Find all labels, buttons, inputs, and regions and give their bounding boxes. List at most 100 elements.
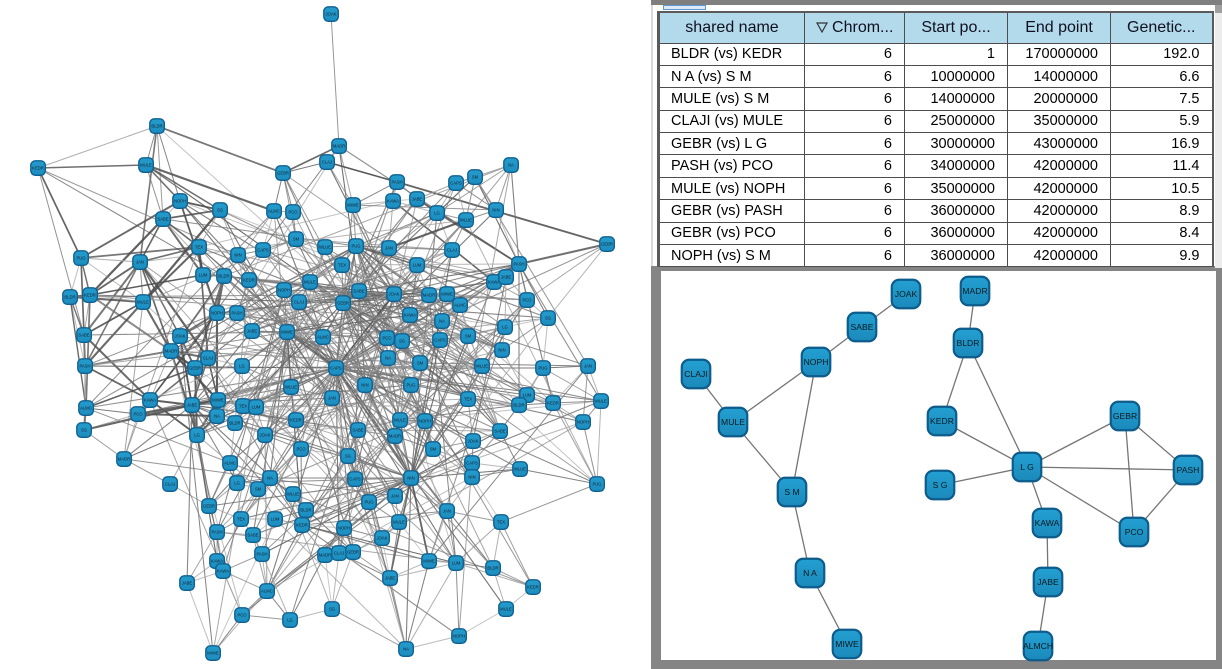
svg-text:ALMC: ALMC bbox=[80, 406, 92, 411]
svg-text:KEDR: KEDR bbox=[84, 293, 96, 298]
svg-text:CLAJ: CLAJ bbox=[447, 248, 457, 253]
svg-text:WLUE: WLUE bbox=[514, 467, 526, 472]
svg-text:KEDR: KEDR bbox=[290, 418, 302, 423]
svg-text:ALMC: ALMC bbox=[268, 209, 280, 214]
svg-text:LG: LG bbox=[239, 364, 245, 369]
svg-text:MADR: MADR bbox=[389, 434, 401, 439]
svg-text:ALMCH: ALMCH bbox=[1023, 641, 1053, 651]
svg-text:MADR: MADR bbox=[118, 457, 130, 462]
svg-text:SM: SM bbox=[293, 237, 300, 242]
svg-text:TEX: TEX bbox=[195, 245, 203, 250]
svg-text:SG: SG bbox=[399, 339, 405, 344]
svg-text:PASH: PASH bbox=[231, 311, 242, 316]
svg-text:CAPS: CAPS bbox=[466, 461, 478, 466]
svg-text:MADR: MADR bbox=[333, 144, 345, 149]
svg-text:GEBR: GEBR bbox=[277, 171, 289, 176]
svg-text:KEDR: KEDR bbox=[243, 278, 255, 283]
svg-text:KAWA: KAWA bbox=[404, 313, 416, 318]
svg-text:ALMC: ALMC bbox=[454, 303, 466, 308]
svg-text:NA: NA bbox=[267, 476, 273, 481]
svg-text:ALMC: ALMC bbox=[224, 461, 236, 466]
svg-text:WLUE: WLUE bbox=[319, 245, 331, 250]
svg-text:SABE: SABE bbox=[78, 333, 89, 338]
svg-text:LUM: LUM bbox=[252, 405, 261, 410]
svg-text:PASH: PASH bbox=[391, 180, 402, 185]
svg-text:BLDR: BLDR bbox=[300, 508, 311, 513]
svg-text:SG: SG bbox=[329, 607, 335, 612]
svg-text:JOAK: JOAK bbox=[175, 334, 186, 339]
svg-text:BLDR: BLDR bbox=[487, 566, 498, 571]
svg-text:CLAJI: CLAJI bbox=[684, 369, 707, 379]
svg-text:NIN: NIN bbox=[492, 208, 499, 213]
svg-text:JOAK: JOAK bbox=[389, 292, 400, 297]
svg-text:JAN: JAN bbox=[443, 509, 451, 514]
svg-text:BLDR: BLDR bbox=[513, 403, 524, 408]
svg-text:CLAJ: CLAJ bbox=[294, 300, 304, 305]
svg-text:MIWE: MIWE bbox=[281, 330, 293, 335]
svg-text:PUG: PUG bbox=[592, 482, 601, 487]
svg-text:MULE: MULE bbox=[721, 417, 745, 427]
svg-text:SABE: SABE bbox=[247, 533, 258, 538]
svg-text:MIWE: MIWE bbox=[835, 639, 859, 649]
svg-text:PASH: PASH bbox=[211, 530, 222, 535]
svg-text:LUM: LUM bbox=[199, 273, 208, 278]
svg-text:NOPH: NOPH bbox=[453, 634, 465, 639]
svg-text:NIN: NIN bbox=[498, 348, 505, 353]
svg-text:ALMC: ALMC bbox=[317, 335, 329, 340]
svg-text:MULE: MULE bbox=[394, 418, 406, 423]
svg-text:WLUE: WLUE bbox=[476, 364, 488, 369]
svg-text:JAN: JAN bbox=[136, 260, 144, 265]
svg-text:NOPH: NOPH bbox=[174, 199, 186, 204]
svg-text:SG: SG bbox=[345, 454, 351, 459]
svg-text:JOAK: JOAK bbox=[468, 439, 479, 444]
svg-text:BLDR: BLDR bbox=[229, 421, 240, 426]
svg-text:KEDR: KEDR bbox=[296, 523, 308, 528]
svg-text:LG: LG bbox=[502, 325, 508, 330]
svg-text:SABE: SABE bbox=[157, 217, 168, 222]
svg-text:MULE: MULE bbox=[393, 520, 405, 525]
svg-text:JOAK: JOAK bbox=[260, 433, 271, 438]
svg-text:JAN: JAN bbox=[328, 396, 336, 401]
svg-text:PASH: PASH bbox=[513, 262, 524, 267]
svg-text:PASH: PASH bbox=[79, 364, 90, 369]
svg-text:GEBR: GEBR bbox=[189, 366, 201, 371]
svg-text:TEX: TEX bbox=[464, 397, 472, 402]
svg-text:WLUE: WLUE bbox=[285, 385, 297, 390]
svg-text:PASH: PASH bbox=[256, 552, 267, 557]
svg-text:TEX: TEX bbox=[338, 263, 346, 268]
svg-text:NOPH: NOPH bbox=[278, 288, 290, 293]
svg-text:CAPS: CAPS bbox=[257, 248, 269, 253]
svg-text:LG: LG bbox=[194, 433, 200, 438]
svg-text:WLUE: WLUE bbox=[460, 218, 472, 223]
svg-text:KAWA: KAWA bbox=[211, 559, 223, 564]
svg-text:SABE: SABE bbox=[353, 289, 364, 294]
svg-text:PUG: PUG bbox=[76, 256, 85, 261]
svg-text:NA: NA bbox=[439, 319, 445, 324]
svg-text:MADR: MADR bbox=[962, 286, 987, 296]
svg-text:NOPH: NOPH bbox=[211, 311, 223, 316]
svg-text:SABE: SABE bbox=[851, 322, 874, 332]
svg-text:CAPS: CAPS bbox=[349, 477, 361, 482]
svg-text:NA: NA bbox=[385, 356, 391, 361]
svg-text:LUM: LUM bbox=[452, 561, 461, 566]
svg-text:NA: NA bbox=[508, 163, 514, 168]
svg-text:LG: LG bbox=[287, 618, 293, 623]
svg-text:JABE: JABE bbox=[187, 403, 198, 408]
svg-text:KAWA: KAWA bbox=[488, 280, 500, 285]
svg-text:TEX: TEX bbox=[239, 404, 247, 409]
svg-text:JABE: JABE bbox=[1037, 577, 1059, 587]
svg-text:PASH: PASH bbox=[1177, 465, 1200, 475]
svg-text:MULE: MULE bbox=[137, 300, 149, 305]
svg-text:MADR: MADR bbox=[165, 349, 177, 354]
svg-text:NOPH: NOPH bbox=[338, 526, 350, 531]
svg-text:MIWE: MIWE bbox=[212, 398, 224, 403]
svg-text:GEBR: GEBR bbox=[1113, 411, 1137, 421]
svg-text:PUG: PUG bbox=[406, 383, 415, 388]
svg-text:MULE: MULE bbox=[595, 399, 607, 404]
svg-text:NOPH: NOPH bbox=[804, 357, 829, 367]
svg-text:SM: SM bbox=[430, 447, 437, 452]
svg-text:JABE: JABE bbox=[412, 197, 423, 202]
svg-text:PCO: PCO bbox=[1125, 527, 1144, 537]
svg-text:KEDR: KEDR bbox=[527, 585, 539, 590]
svg-text:NIN: NIN bbox=[234, 253, 241, 258]
